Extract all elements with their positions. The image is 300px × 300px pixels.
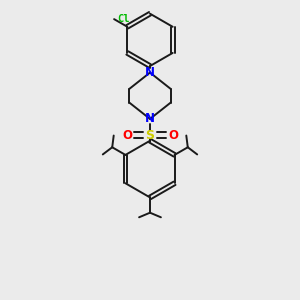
Text: O: O bbox=[168, 129, 178, 142]
Text: S: S bbox=[146, 129, 154, 142]
Text: N: N bbox=[145, 112, 155, 125]
Text: Cl: Cl bbox=[117, 14, 129, 24]
Text: N: N bbox=[145, 66, 155, 79]
Text: O: O bbox=[122, 129, 132, 142]
